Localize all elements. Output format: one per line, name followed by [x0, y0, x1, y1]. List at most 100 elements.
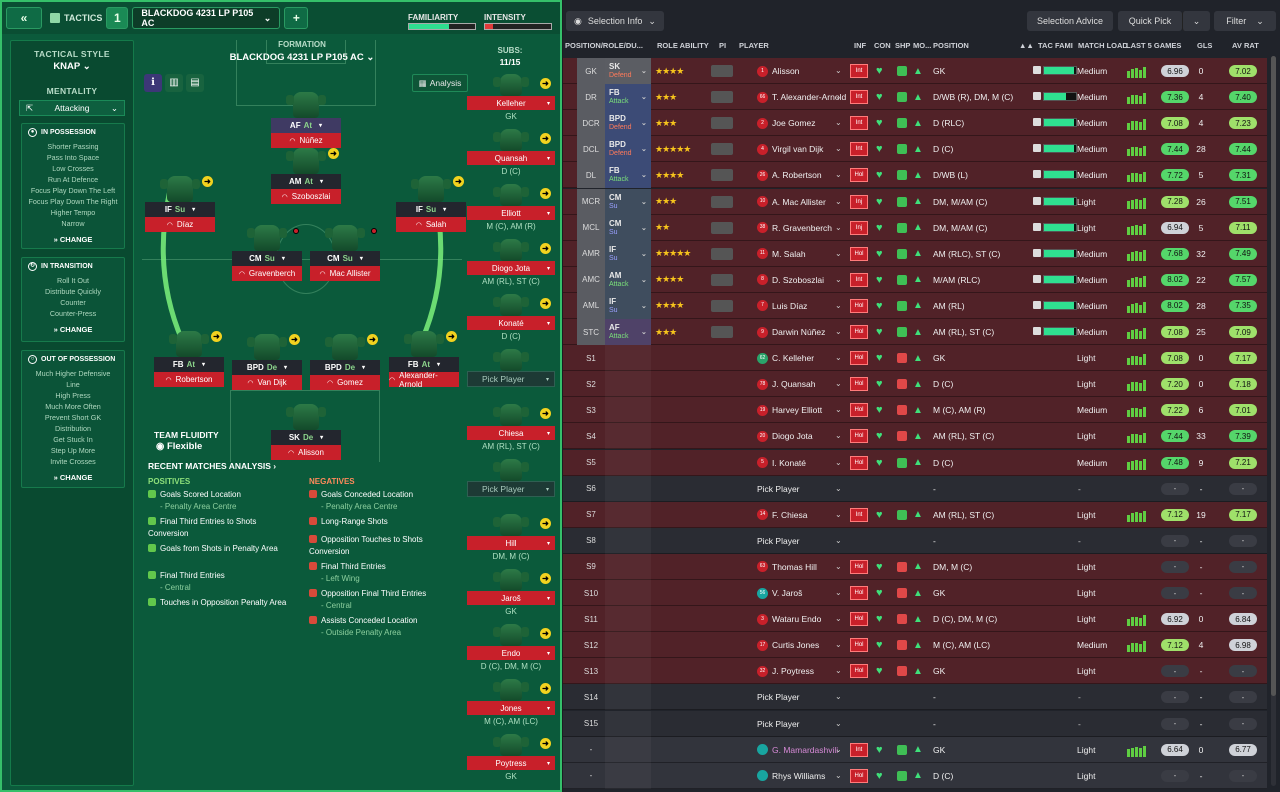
player-cell[interactable]: 78 J. Quansah: [757, 371, 815, 397]
sub-slot[interactable]: ➜ Elliott ▾ M (C), AM (R): [467, 184, 555, 239]
sub-slot[interactable]: ➜ Quansah ▾ D (C): [467, 129, 555, 184]
table-row[interactable]: MCR CM Su ⌄ ★★★ 10 A. Mac Allister ⌄ Inj ♥ ▲ DM, M/…: [563, 188, 1267, 215]
selection-advice-button[interactable]: Selection Advice: [1027, 11, 1113, 31]
player-name-box[interactable]: ◠ Mac Allister: [310, 266, 380, 281]
in-transition-change-button[interactable]: » CHANGE: [22, 319, 124, 338]
col-gls[interactable]: GLS: [1197, 41, 1213, 50]
player-instructions-icon[interactable]: [711, 91, 733, 104]
pitch-player[interactable]: FB At ▾ ◠ Alexander-Arnold ➜: [389, 331, 459, 389]
player-cell[interactable]: Rhys Williams: [757, 763, 825, 789]
player-instructions-icon[interactable]: [711, 299, 733, 312]
chevron-down-icon[interactable]: ⌄: [835, 431, 842, 441]
chevron-down-icon[interactable]: ⌄: [835, 379, 842, 389]
recent-matches-analysis-link[interactable]: RECENT MATCHES ANALYSIS ›: [148, 461, 277, 471]
pick-player-select[interactable]: Pick Player ▾: [467, 371, 555, 387]
pick-player-select[interactable]: Pick Player ▾: [467, 481, 555, 497]
role-duty-label[interactable]: BPD De ▾: [232, 360, 302, 375]
table-row[interactable]: S2 78 J. Quansah ⌄ Hol ♥ ▲ D (C) Light 7.20 0 7.18: [563, 371, 1267, 398]
chevron-down-icon[interactable]: ⌄: [835, 744, 842, 754]
player-cell[interactable]: 20 Diogo Jota: [757, 423, 813, 449]
out-of-possession-change-button[interactable]: » CHANGE: [22, 467, 124, 486]
sub-slot[interactable]: ➜ Endo ▾ D (C), DM, M (C): [467, 624, 555, 679]
table-scrollbar[interactable]: [1271, 56, 1276, 786]
pitch-player[interactable]: AF At ▾ ◠ Núñez: [271, 92, 341, 150]
pitch-player[interactable]: BPD De ▾ ◠ Gomez ➜: [310, 334, 380, 392]
col-shp[interactable]: SHP: [895, 41, 911, 50]
in-possession-change-button[interactable]: » CHANGE: [22, 229, 124, 248]
player-cell[interactable]: 66 T. Alexander-Arnold: [757, 84, 846, 110]
player-cell[interactable]: 8 D. Szoboszlai: [757, 267, 824, 293]
tactic-slot-number[interactable]: 1: [106, 7, 129, 29]
pitch-player[interactable]: AM At ▾ ◠ Szoboszlai ➜: [271, 148, 341, 206]
pitch-player[interactable]: SK De ▾ ◠ Alisson: [271, 404, 341, 462]
role-duty-label[interactable]: AF At ▾: [271, 118, 341, 133]
player-cell[interactable]: 4 Virgil van Dijk: [757, 136, 823, 162]
sub-slot[interactable]: ➜ Poytress ▾ GK: [467, 734, 555, 789]
analysis-button[interactable]: ▦ Analysis: [412, 74, 468, 92]
col-mo[interactable]: MO...: [913, 41, 932, 50]
player-cell[interactable]: 10 A. Mac Allister: [757, 189, 826, 215]
player-name-box[interactable]: ◠ Núñez: [271, 133, 341, 148]
table-row[interactable]: STC AF Attack ⌄ ★★★ 9 Darwin Núñez ⌄ Hol ♥ ▲ AM (RL…: [563, 319, 1267, 345]
back-button[interactable]: «: [6, 7, 42, 29]
table-row[interactable]: S1 62 C. Kelleher ⌄ Hol ♥ ▲ GK Light 7.08 0 7.17: [563, 345, 1267, 372]
player-cell[interactable]: 38 R. Gravenberch: [757, 215, 832, 241]
player-cell[interactable]: 1 Alisson: [757, 58, 799, 84]
sub-name-box[interactable]: Jaroš ▾: [467, 591, 555, 605]
player-name-box[interactable]: ◠ Salah: [396, 217, 466, 232]
player-name-box[interactable]: ◠ Robertson: [154, 372, 224, 387]
info-toggle-icon[interactable]: ℹ: [144, 74, 162, 92]
player-cell[interactable]: 11 M. Salah: [757, 241, 806, 267]
role-duty-label[interactable]: AM At ▾: [271, 174, 341, 189]
sub-name-box[interactable]: Endo ▾: [467, 646, 555, 660]
player-name-box[interactable]: ◠ Gomez: [310, 375, 380, 390]
col-pi[interactable]: PI: [719, 41, 727, 50]
sub-slot[interactable]: ➜ Diogo Jota ▾ AM (RL), ST (C): [467, 239, 555, 294]
player-cell[interactable]: 5 I. Konaté: [757, 450, 806, 476]
role-cell[interactable]: CM Su ⌄: [605, 188, 651, 215]
scrollbar-thumb[interactable]: [1271, 56, 1276, 696]
role-cell[interactable]: IF Su ⌄: [605, 240, 651, 267]
sub-name-box[interactable]: Konaté ▾: [467, 316, 555, 330]
table-row[interactable]: AMR IF Su ⌄ ★★★★★ 11 M. Salah ⌄ Hol ♥ ▲ AM (RLC), S…: [563, 240, 1267, 267]
mentality-select[interactable]: ⇱ Attacking ⌄: [19, 100, 125, 116]
chevron-down-icon[interactable]: ⌄: [835, 248, 842, 258]
chevron-down-icon[interactable]: ⌄: [835, 327, 842, 336]
table-row[interactable]: MCL CM Su ⌄ ★★ 38 R. Gravenberch ⌄ Inj ♥ ▲ DM, M/AM…: [563, 214, 1267, 241]
player-cell[interactable]: 2 Joe Gomez: [757, 110, 815, 136]
table-row[interactable]: S12 17 Curtis Jones ⌄ Hol ♥ ▲ M (C), AM (LC) Med…: [563, 632, 1267, 659]
col-last5[interactable]: LAST 5 GAMES: [1126, 41, 1182, 50]
player-instructions-icon[interactable]: [711, 195, 733, 208]
chevron-down-icon[interactable]: ⌄: [835, 144, 842, 154]
sub-name-box[interactable]: Quansah ▾: [467, 151, 555, 165]
role-cell[interactable]: CM Su ⌄: [605, 214, 651, 241]
table-row[interactable]: S11 3 Wataru Endo ⌄ Hol ♥ ▲ D (C), DM, M (C) Lig…: [563, 606, 1267, 633]
chevron-down-icon[interactable]: ⌄: [835, 66, 842, 75]
quick-pick-dropdown[interactable]: ⌄: [1182, 11, 1210, 31]
player-cell[interactable]: 9 Darwin Núñez: [757, 319, 825, 345]
player-name-box[interactable]: ◠ Szoboszlai: [271, 189, 341, 204]
player-name-box[interactable]: ◠ Alexander-Arnold: [389, 371, 459, 389]
chevron-down-icon[interactable]: ⌄: [835, 561, 842, 571]
add-tactic-button[interactable]: +: [284, 7, 309, 29]
sub-slot[interactable]: ➜ Chiesa ▾ AM (RL), ST (C): [467, 404, 555, 459]
selection-info-select[interactable]: ◉ Selection Info ⌄: [566, 11, 664, 31]
chevron-down-icon[interactable]: ⌄: [835, 196, 842, 206]
sub-slot[interactable]: ➜ Jaroš ▾ GK: [467, 569, 555, 624]
list-toggle-icon[interactable]: ▤: [186, 74, 204, 92]
chevron-down-icon[interactable]: ⌄: [835, 170, 842, 180]
chevron-down-icon[interactable]: ⌄: [835, 666, 842, 676]
player-cell[interactable]: 63 Thomas Hill: [757, 554, 817, 580]
player-cell[interactable]: Pick Player: [757, 711, 800, 737]
table-row[interactable]: S10 56 V. Jaroš ⌄ Hol ♥ ▲ GK Light - - -: [563, 580, 1267, 606]
chevron-down-icon[interactable]: ⌄: [835, 405, 842, 415]
player-cell[interactable]: 14 F. Chiesa: [757, 502, 807, 528]
player-instructions-icon[interactable]: [711, 65, 733, 77]
player-instructions-icon[interactable]: [711, 273, 733, 286]
table-row[interactable]: - Rhys Williams ⌄ Hol ♥ ▲ D (C) Light - - -: [563, 762, 1267, 789]
pitch-player[interactable]: CM Su ▾ ◠ Gravenberch: [232, 225, 302, 283]
role-cell[interactable]: IF Su ⌄: [605, 292, 651, 319]
sub-name-box[interactable]: Poytress ▾: [467, 756, 555, 770]
role-cell[interactable]: BPD Defend ⌄: [605, 136, 651, 163]
chevron-down-icon[interactable]: ⌄: [835, 535, 842, 545]
